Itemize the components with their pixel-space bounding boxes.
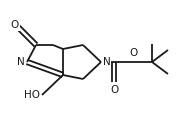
Text: N: N — [103, 57, 111, 67]
Text: O: O — [110, 85, 118, 95]
Text: O: O — [130, 48, 138, 58]
Text: HO: HO — [24, 90, 40, 100]
Text: O: O — [11, 20, 19, 30]
Text: N: N — [17, 57, 25, 67]
